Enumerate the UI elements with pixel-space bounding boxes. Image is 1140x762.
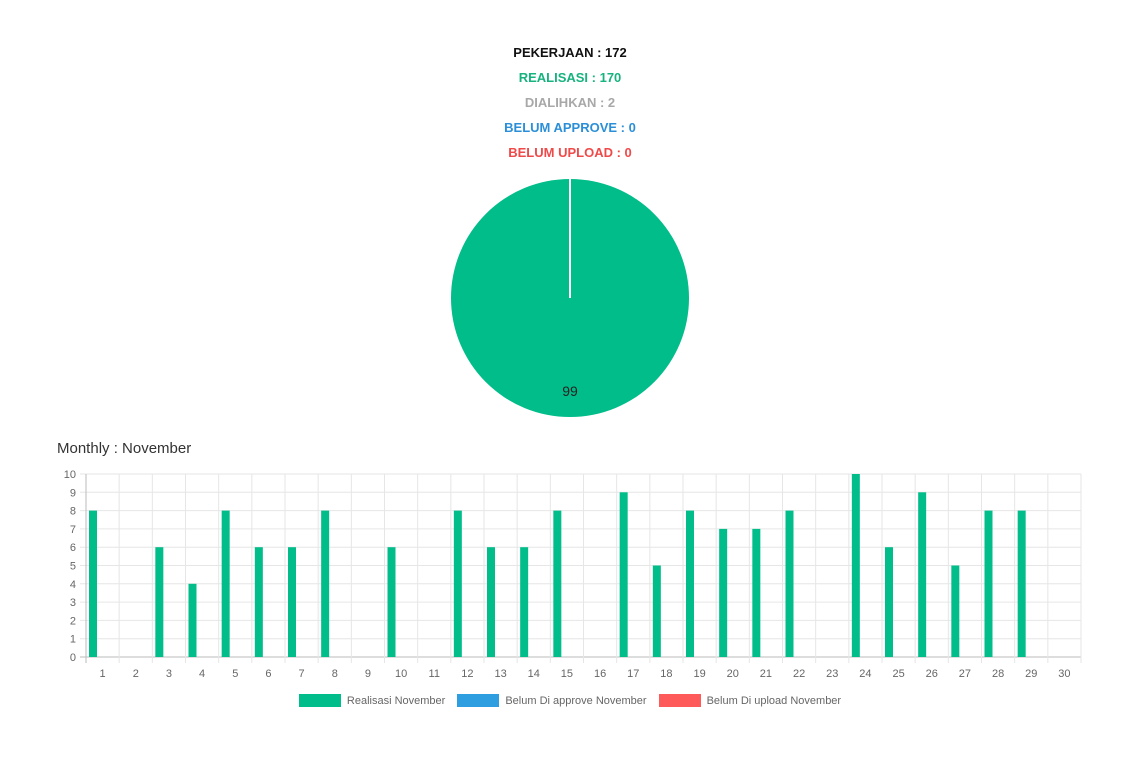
realisasi-count: REALISASI : 170 (518, 70, 622, 85)
x-tick-label: 28 (992, 668, 1004, 680)
monthly-title: Monthly : November (57, 440, 192, 457)
bar-realisasi[interactable] (686, 510, 694, 657)
bar-realisasi[interactable] (918, 492, 927, 657)
bar-realisasi[interactable] (155, 547, 164, 657)
x-tick-label: 29 (1025, 668, 1037, 680)
x-tick-label: 13 (494, 668, 506, 680)
pie-chart: 99 (451, 179, 689, 417)
x-tick-label: 14 (528, 668, 540, 680)
x-tick-label: 12 (461, 668, 473, 680)
legend-item-belum-upload[interactable]: Belum Di upload November (658, 694, 842, 707)
bar-realisasi[interactable] (785, 510, 794, 657)
x-tick-label: 11 (429, 668, 440, 680)
x-tick-label: 19 (693, 668, 705, 680)
y-tick-label: 1 (70, 634, 76, 646)
x-tick-label: 3 (166, 668, 172, 680)
x-tick-label: 1 (100, 668, 106, 680)
bar-realisasi[interactable] (885, 547, 893, 657)
legend-swatch-belum-upload (658, 694, 701, 707)
x-tick-label: 22 (793, 668, 805, 680)
bar-realisasi[interactable] (984, 510, 993, 657)
x-tick-label: 15 (561, 668, 573, 680)
legend-item-realisasi[interactable]: Realisasi November (298, 694, 446, 707)
bar-realisasi[interactable] (752, 528, 761, 657)
y-tick-label: 3 (70, 597, 76, 609)
x-tick-label: 7 (299, 668, 305, 680)
bar-realisasi[interactable] (288, 547, 296, 657)
bar-realisasi[interactable] (188, 583, 197, 657)
y-tick-label: 0 (70, 652, 76, 664)
bar-realisasi[interactable] (951, 565, 960, 658)
dialihkan-count: DIALIHKAN : 2 (524, 95, 616, 110)
bar-realisasi[interactable] (719, 528, 728, 657)
belum-upload-count: BELUM UPLOAD : 0 (508, 145, 632, 160)
pie-slice-label: 99 (562, 383, 578, 399)
bar-realisasi[interactable] (652, 565, 661, 658)
bar-realisasi[interactable] (254, 547, 263, 657)
y-tick-label: 7 (70, 524, 76, 536)
y-tick-label: 5 (70, 561, 76, 573)
x-tick-label: 24 (859, 668, 871, 680)
bar-realisasi[interactable] (1017, 510, 1026, 657)
summary-stats: PEKERJAAN : 172 REALISASI : 170 DIALIHKA… (0, 40, 1140, 165)
legend-label-belum-approve: Belum Di approve November (505, 694, 647, 707)
legend-item-belum-approve[interactable]: Belum Di approve November (457, 694, 647, 707)
x-tick-label: 18 (660, 668, 672, 680)
x-tick-label: 21 (760, 668, 772, 680)
pekerjaan-total: PEKERJAAN : 172 (513, 45, 627, 60)
bar-realisasi[interactable] (453, 510, 462, 657)
y-tick-label: 6 (70, 542, 76, 554)
y-tick-label: 9 (70, 487, 76, 499)
x-tick-label: 2 (133, 668, 139, 680)
bar-realisasi[interactable] (321, 510, 330, 657)
x-tick-label: 4 (199, 668, 205, 680)
belum-approve-count: BELUM APPROVE : 0 (504, 120, 636, 135)
y-tick-label: 4 (70, 579, 76, 591)
x-tick-label: 25 (892, 668, 904, 680)
x-tick-label: 17 (627, 668, 639, 680)
y-tick-label: 8 (70, 506, 76, 518)
x-tick-label: 6 (265, 668, 271, 680)
x-tick-label: 23 (826, 668, 838, 680)
x-tick-label: 5 (232, 668, 238, 680)
legend-label-belum-upload: Belum Di upload November (706, 694, 842, 707)
x-tick-label: 9 (365, 668, 371, 680)
x-tick-label: 10 (395, 668, 407, 680)
legend-swatch-realisasi (298, 694, 341, 707)
bar-realisasi[interactable] (553, 510, 562, 657)
bar-realisasi[interactable] (619, 492, 628, 657)
y-tick-label: 10 (64, 469, 76, 481)
legend-swatch-belum-approve (457, 694, 500, 707)
bar-realisasi[interactable] (221, 510, 230, 657)
x-tick-label: 16 (594, 668, 606, 680)
x-tick-label: 20 (727, 668, 739, 680)
bar-realisasi[interactable] (520, 547, 529, 657)
x-tick-label: 26 (926, 668, 938, 680)
legend-label-realisasi: Realisasi November (346, 694, 446, 707)
x-tick-label: 30 (1058, 668, 1070, 680)
chart-legend: Realisasi November Belum Di approve Nove… (0, 694, 1140, 707)
bar-realisasi[interactable] (487, 547, 495, 657)
bar-realisasi[interactable] (89, 510, 97, 657)
bar-realisasi[interactable] (851, 474, 860, 657)
bar-realisasi[interactable] (387, 547, 396, 657)
y-tick-label: 2 (70, 615, 76, 627)
x-tick-label: 8 (332, 668, 338, 680)
x-tick-label: 27 (959, 668, 971, 680)
